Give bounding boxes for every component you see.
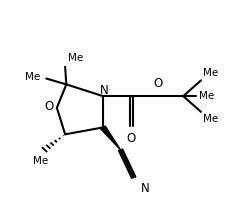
Text: Me: Me	[203, 114, 218, 124]
Text: Me: Me	[25, 72, 40, 82]
Text: O: O	[154, 77, 163, 90]
Text: Me: Me	[199, 91, 214, 101]
Text: Me: Me	[33, 156, 48, 166]
Text: N: N	[141, 182, 150, 195]
Text: Me: Me	[203, 69, 218, 79]
Text: Me: Me	[67, 53, 83, 63]
Polygon shape	[101, 126, 121, 150]
Text: N: N	[100, 84, 108, 97]
Text: O: O	[45, 100, 54, 113]
Text: O: O	[127, 132, 136, 145]
